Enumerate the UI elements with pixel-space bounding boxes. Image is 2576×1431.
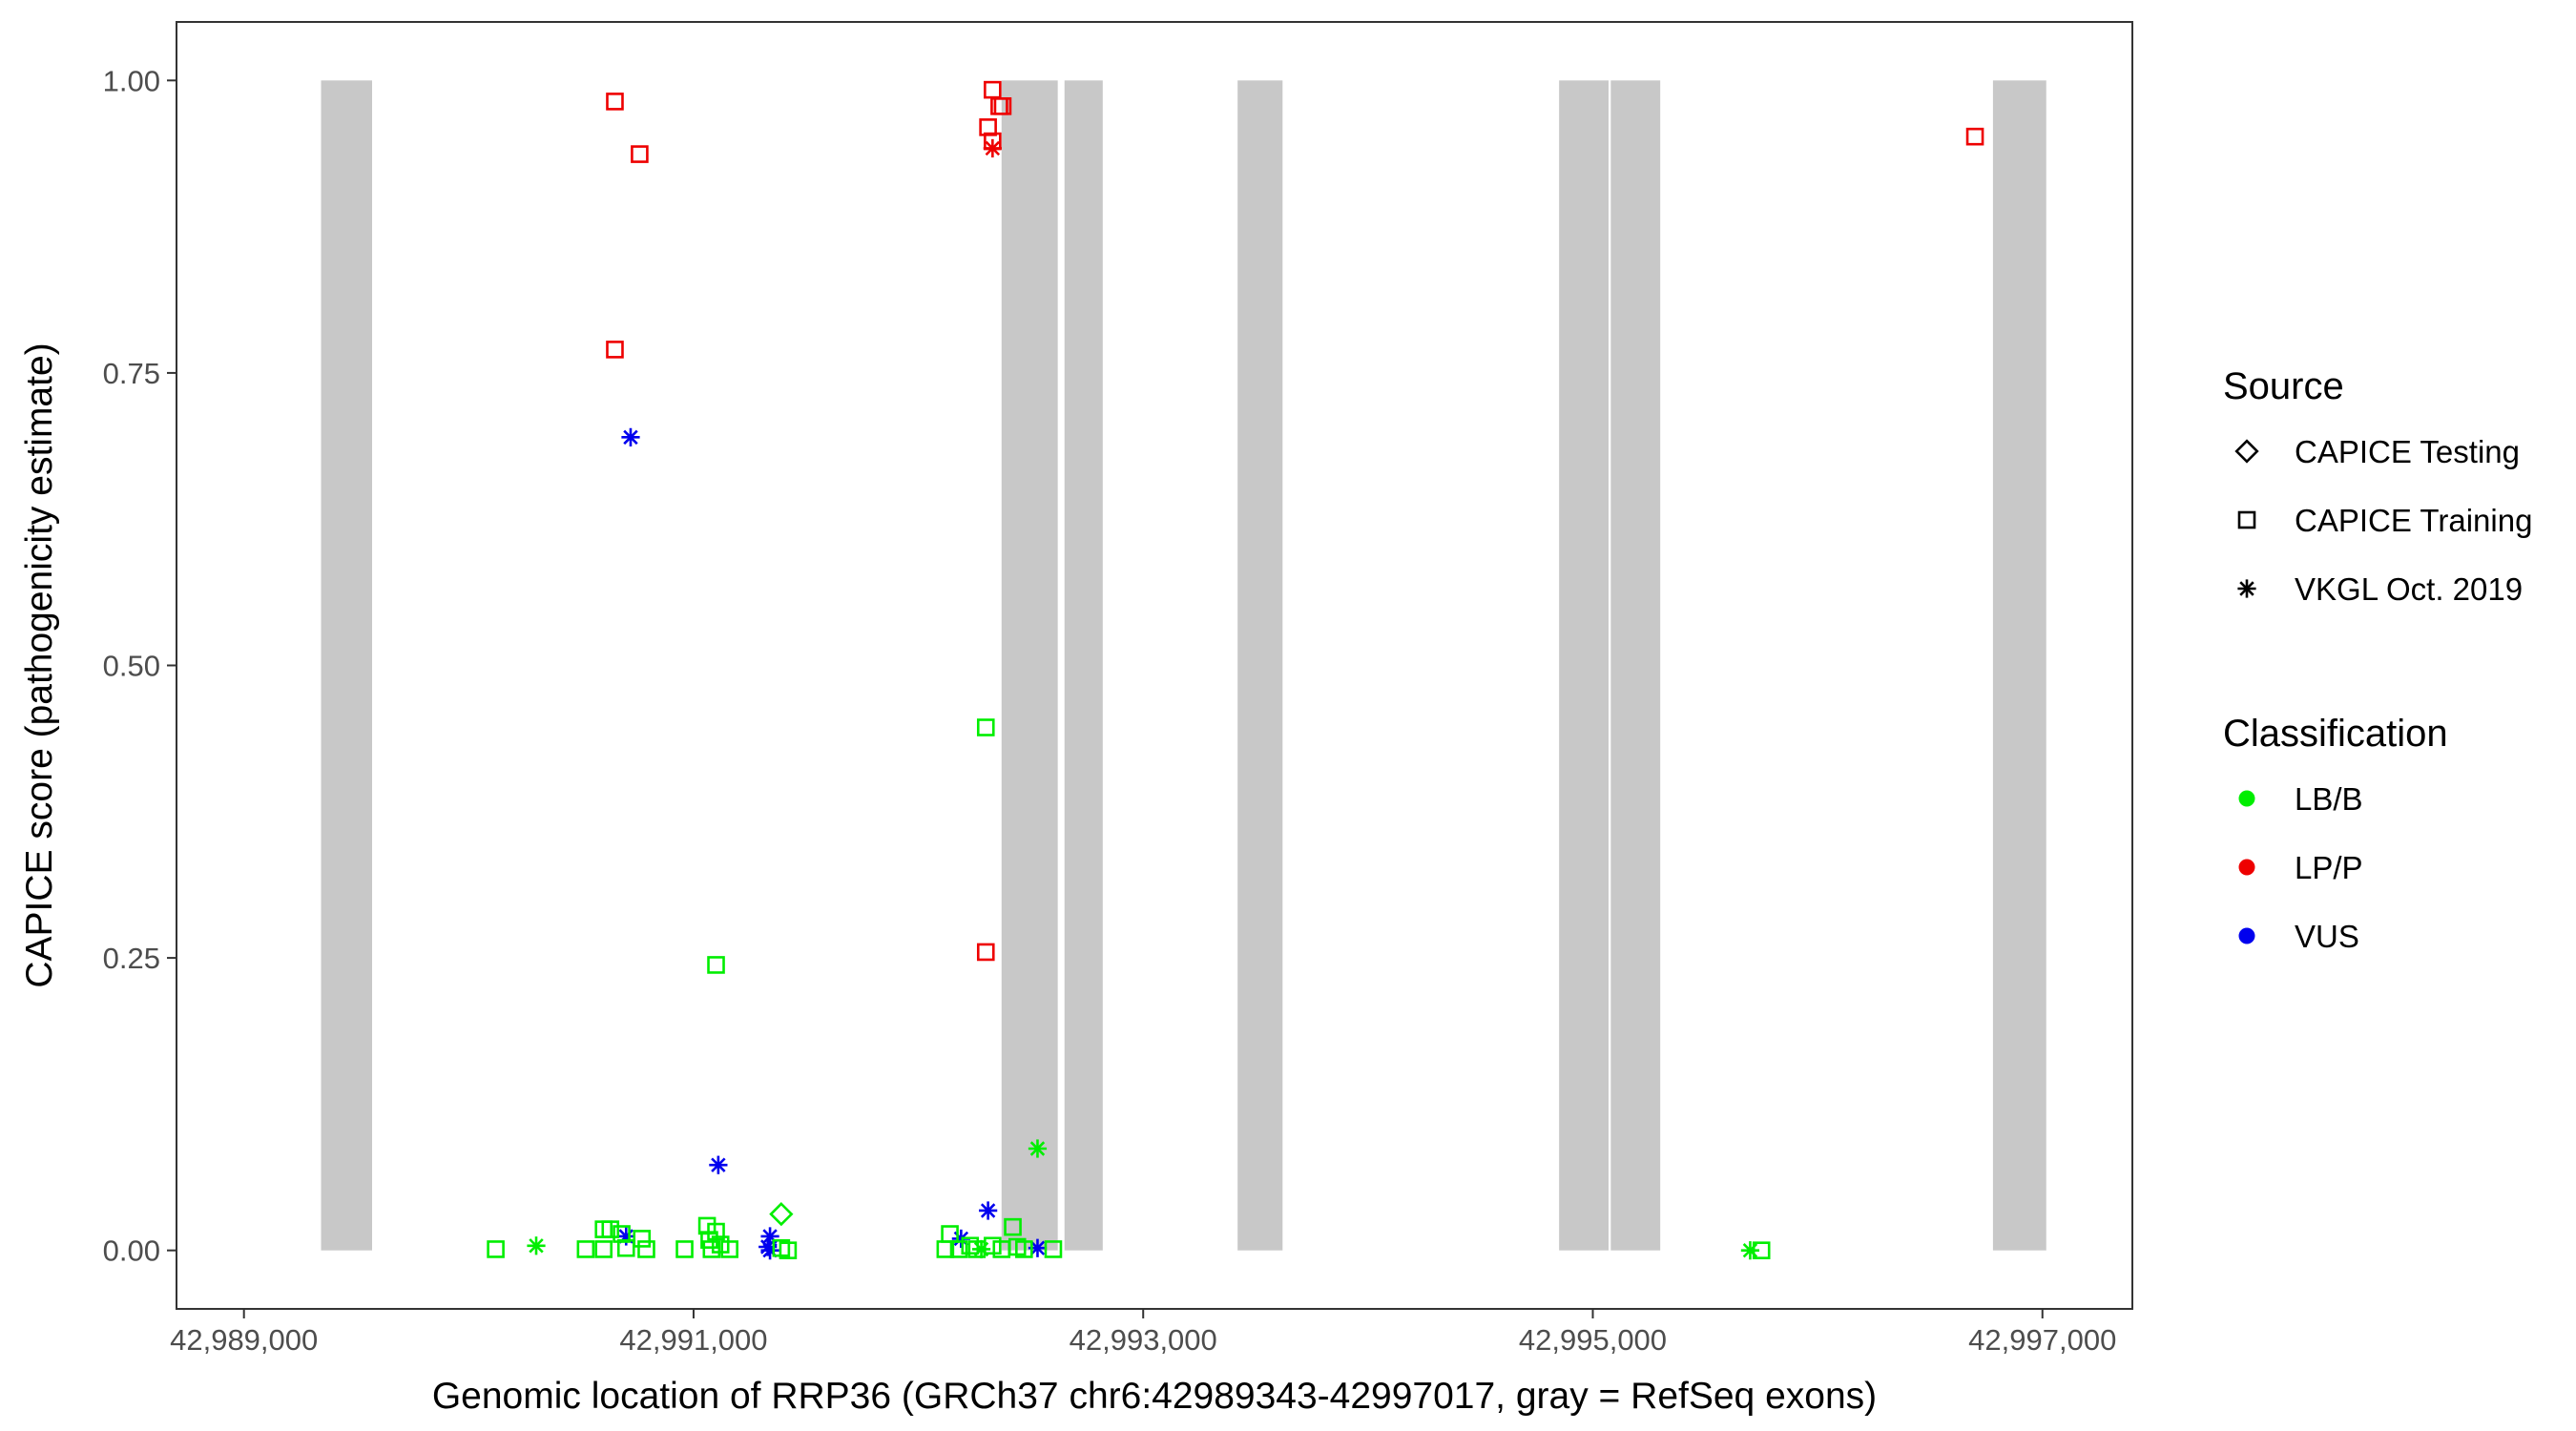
data-point-24 (769, 1202, 794, 1227)
exon-band-2 (1001, 80, 1058, 1251)
y-tick-label-4: 0.75 (103, 357, 160, 390)
data-point-6 (993, 96, 1012, 115)
legend-source-label-3: VKGL Oct. 2019 (2295, 571, 2523, 607)
data-point-45 (936, 1240, 955, 1258)
legend-class-label-3: VUS (2295, 919, 2359, 954)
legend-source-key-2 (2237, 510, 2256, 529)
data-point-23 (1028, 1139, 1048, 1158)
legend-source-items: CAPICE Testing CAPICE Training VKGL Oct. 2… (2234, 434, 2532, 607)
data-point-34 (637, 1240, 655, 1258)
x-axis-title: Genomic location of RRP36 (GRCh37 chr6:4… (432, 1376, 1877, 1417)
exon-band-5 (1559, 80, 1609, 1251)
legend-class-key-1 (2238, 790, 2255, 807)
data-point-33 (633, 1230, 652, 1248)
legend-source-key-3 (2237, 579, 2256, 598)
data-point-57 (1752, 1241, 1771, 1259)
data-point-35 (675, 1240, 694, 1258)
y-axis: 0.00 0.25 0.50 0.75 1.00 (103, 64, 177, 1268)
data-point-2 (631, 145, 649, 163)
data-point-12 (621, 427, 640, 446)
exon-band-4 (1237, 80, 1283, 1251)
data-point-1 (606, 93, 624, 111)
data-point-13 (709, 1155, 728, 1174)
data-point-38 (700, 1231, 718, 1249)
data-point-49 (971, 1239, 991, 1259)
y-tick-label-5: 1.00 (103, 64, 160, 97)
data-point-22 (707, 956, 725, 974)
legend-class-items: LB/B LP/P VUS (2238, 781, 2363, 954)
data-point-26 (527, 1236, 546, 1255)
data-point-21 (976, 718, 995, 736)
data-point-18 (979, 1201, 998, 1220)
data-point-43 (779, 1241, 798, 1259)
y-tick-label-3: 0.50 (103, 650, 160, 683)
y-tick-label-2: 0.25 (103, 942, 160, 975)
y-tick-label-1: 0.00 (103, 1234, 160, 1268)
legend-source-key-1 (2234, 439, 2259, 464)
legend: Source CAPICE Testing CAPICE Training VKGL… (2223, 365, 2532, 954)
x-tick-label-2: 42,991,000 (619, 1323, 767, 1357)
exon-band-7 (1992, 80, 2046, 1251)
x-tick-label-4: 42,995,000 (1519, 1323, 1667, 1357)
exon-band-3 (1064, 80, 1103, 1251)
data-point-27 (576, 1240, 595, 1258)
y-axis-title: CAPICE score (pathogenicity estimate) (19, 342, 60, 987)
data-point-9 (983, 138, 1002, 158)
data-point-10 (976, 943, 995, 962)
data-point-52 (1004, 1217, 1022, 1236)
legend-class-key-2 (2238, 859, 2255, 876)
data-point-41 (720, 1240, 738, 1258)
legend-class-title: Classification (2223, 713, 2448, 755)
data-point-25 (487, 1240, 505, 1258)
data-point-32 (616, 1238, 635, 1257)
legend-source-label-2: CAPICE Training (2295, 503, 2532, 538)
legend-source-title: Source (2223, 365, 2344, 407)
data-point-11 (1965, 127, 1984, 146)
legend-class-key-3 (2238, 927, 2255, 944)
legend-class-label-2: LP/P (2295, 850, 2363, 885)
data-point-46 (949, 1240, 968, 1258)
data-point-29 (601, 1220, 620, 1238)
legend-source-label-1: CAPICE Testing (2295, 434, 2520, 469)
exon-band-6 (1610, 80, 1661, 1251)
data-point-54 (1015, 1240, 1033, 1258)
data-point-40 (702, 1240, 721, 1258)
x-tick-label-5: 42,997,000 (1968, 1323, 2116, 1357)
data-point-3 (606, 341, 624, 359)
data-point-30 (594, 1240, 613, 1258)
data-point-39 (711, 1235, 730, 1254)
data-point-50 (984, 1236, 1002, 1255)
data-point-20 (1028, 1238, 1048, 1257)
x-axis: 42,989,000 42,991,000 42,993,000 42,995,000… (170, 1309, 2116, 1357)
data-point-55 (1044, 1240, 1063, 1258)
x-tick-label-3: 42,993,000 (1070, 1323, 1217, 1357)
exon-band-1 (321, 80, 372, 1251)
exon-layer (321, 80, 2046, 1251)
x-tick-label-1: 42,989,000 (170, 1323, 318, 1357)
legend-class-label-1: LB/B (2295, 781, 2363, 817)
points-layer (487, 80, 1984, 1260)
